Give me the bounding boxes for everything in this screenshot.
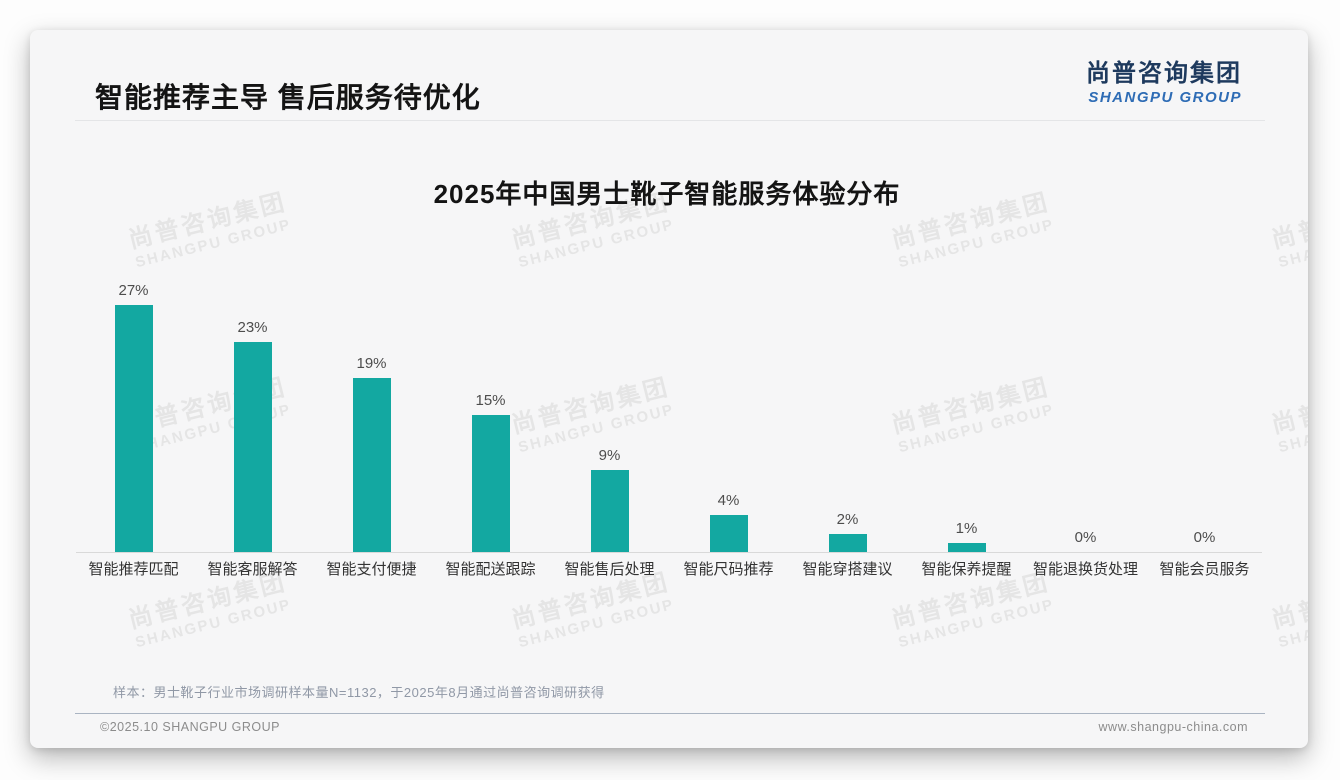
watermark-english-text: SHANGPU GROUP [133,215,294,271]
copyright-text: ©2025.10 SHANGPU GROUP [100,720,280,734]
watermark-english-text: SHANGPU GROUP [516,215,677,271]
bar-category-label: 智能退换货处理 [1032,561,1139,578]
bar-column: 9% 智能售后处理 [550,447,669,578]
header-divider [75,120,1265,121]
bar-value-label: 23% [237,319,268,336]
footer: ©2025.10 SHANGPU GROUP www.shangpu-china… [100,720,1248,734]
bar-value-label: 27% [118,282,149,299]
logo-english-name: SHANGPU GROUP [1088,88,1242,106]
company-logo: 尚普咨询集团 SHANGPU GROUP [1086,60,1242,107]
bar-category-label: 智能配送跟踪 [445,561,536,578]
bar [114,305,153,552]
watermark-english-text: SHANGPU GROUP [516,595,677,651]
bar-value-label: 9% [598,447,621,464]
watermark-chinese-text: 尚普咨询集团 [1268,568,1308,635]
bar [828,534,867,552]
bar-category-label: 智能支付便捷 [326,561,417,578]
bar-category-label: 智能客服解答 [207,561,298,578]
bar-category-label: 智能穿搭建议 [802,561,893,578]
bar-column: 2% 智能穿搭建议 [788,511,907,578]
bar-column: 23% 智能客服解答 [193,319,312,578]
bar [590,470,629,552]
watermark-english-text: SHANGPU GROUP [896,595,1057,651]
watermark-english-text: SHANGPU GROUP [896,215,1057,271]
x-axis-line [76,552,1262,553]
page-title: 智能推荐主导 售后服务待优化 [95,82,481,113]
bar-value-label: 0% [1193,529,1216,546]
bar [709,515,748,552]
watermark-english-text: SHANGPU GROUP [1276,596,1308,651]
bar-column: 27% 智能推荐匹配 [74,282,193,578]
bar-value-label: 15% [475,392,506,409]
bar-value-label: 0% [1074,529,1097,546]
footer-divider [75,713,1265,714]
bar-column: 0% 智能会员服务 [1145,529,1264,578]
website-url: www.shangpu-china.com [1098,720,1248,734]
bar-category-label: 智能保养提醒 [921,561,1012,578]
bar-category-label: 智能会员服务 [1159,561,1250,578]
sample-footnote: 样本：男士靴子行业市场调研样本量N=1132，于2025年8月通过尚普咨询调研获… [113,685,605,700]
bar-chart: 27% 智能推荐匹配 23% 智能客服解答 19% 智能支付便捷 15% 智能配送跟踪 9% 智能… [72,270,1264,578]
bar [352,378,391,552]
watermark-english-text: SHANGPU GROUP [1276,401,1308,456]
bar-column: 0% 智能退换货处理 [1026,529,1145,578]
bar-value-label: 1% [955,520,978,537]
bar [471,415,510,552]
slide-card: 尚普咨询集团 SHANGPU GROUP 尚普咨询集团 SHANGPU GROUP 尚普… [30,30,1308,748]
bar-column: 19% 智能支付便捷 [312,355,431,578]
bar-value-label: 2% [836,511,859,528]
bar-value-label: 4% [717,492,740,509]
bar-category-label: 智能推荐匹配 [88,561,179,578]
chart-title: 2025年中国男士靴子智能服务体验分布 [433,179,901,209]
bar [233,342,272,552]
bar-column: 4% 智能尺码推荐 [669,492,788,578]
logo-chinese-name: 尚普咨询集团 [1086,60,1242,87]
bar-category-label: 智能售后处理 [564,561,655,578]
watermark-english-text: SHANGPU GROUP [1276,216,1308,271]
bar-column: 1% 智能保养提醒 [907,520,1026,578]
bar-category-label: 智能尺码推荐 [683,561,774,578]
bar [947,543,986,552]
bar-column: 15% 智能配送跟踪 [431,392,550,578]
bar-value-label: 19% [356,355,387,372]
watermark-english-text: SHANGPU GROUP [133,595,294,651]
